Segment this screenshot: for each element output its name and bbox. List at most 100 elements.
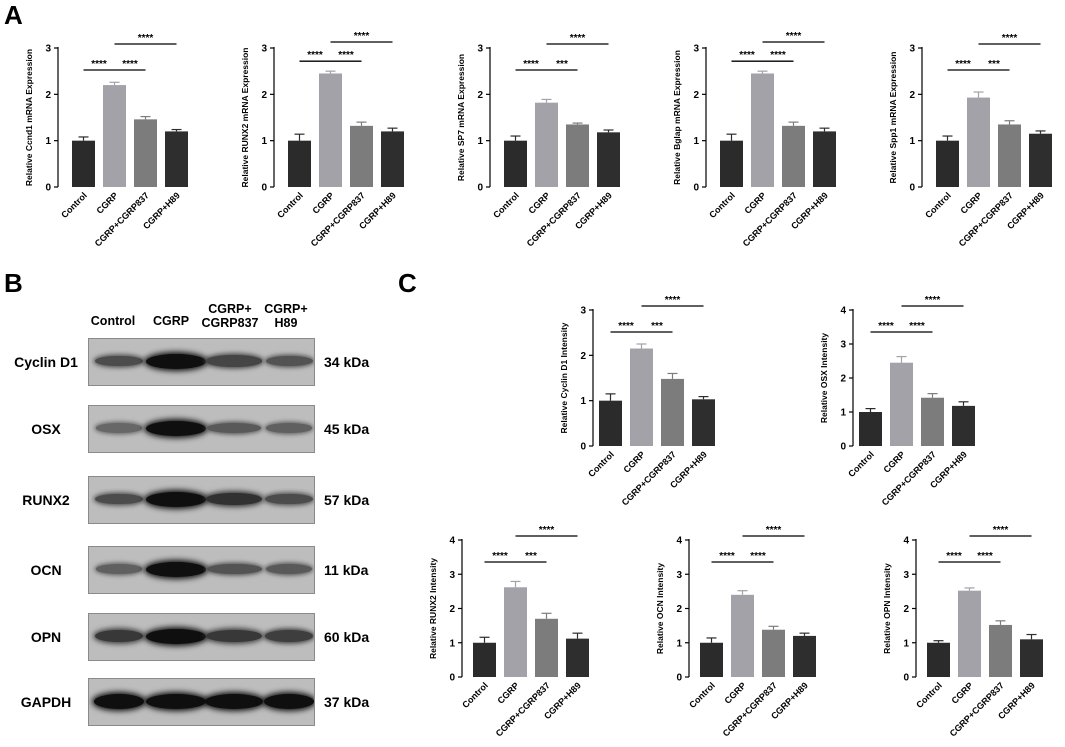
x-tick-label: CGRP+CGRP837 — [93, 190, 151, 248]
blot-band — [264, 693, 314, 709]
blot-membrane — [88, 405, 315, 453]
y-axis-label: Relative OSX Intensity — [819, 333, 829, 423]
blot-band — [146, 353, 206, 369]
y-tick-label: 0 — [477, 183, 483, 194]
significance-label: **** — [523, 59, 539, 70]
significance-label: **** — [354, 31, 370, 42]
y-tick-label: 3 — [449, 570, 455, 581]
blot-band — [146, 420, 206, 436]
blot-column-label: CGRP+ CGRP837 — [201, 302, 259, 330]
significance-label: **** — [770, 50, 786, 61]
blot-band — [265, 423, 313, 433]
bar-cgrp-cgrp837 — [998, 124, 1021, 187]
y-tick-label: 3 — [903, 570, 909, 581]
y-tick-label: 1 — [693, 136, 699, 147]
significance-label: **** — [766, 525, 782, 536]
bar-cgrp — [890, 362, 913, 446]
bar-cgrp-cgrp837 — [661, 378, 684, 446]
y-tick-label: 3 — [909, 44, 915, 55]
bar-cgrp-cgrp837 — [989, 624, 1012, 677]
x-tick-label: CGRP — [949, 680, 974, 705]
chart-runx2-intensity: Relative RUNX2 Intensity 0 1 2 3 4 Control CGRP… — [428, 525, 589, 739]
blot-band — [94, 693, 144, 709]
x-tick-label: CGRP — [722, 680, 747, 705]
x-tick-label: CGRP+CGRP837 — [957, 190, 1015, 248]
bar-control — [700, 642, 723, 677]
y-tick-label: 1 — [580, 396, 586, 407]
x-tick-label: CGRP+CGRP837 — [309, 190, 367, 248]
y-tick-label: 1 — [477, 136, 483, 147]
bar-cgrp — [967, 97, 990, 187]
x-tick-label: CGRP — [94, 190, 119, 215]
bar-control — [473, 642, 496, 677]
bar-cgrp — [103, 85, 126, 187]
y-tick-label: 2 — [693, 90, 699, 101]
bar-control — [720, 140, 743, 187]
significance-label: **** — [91, 59, 107, 70]
bar-cgrp-cgrp837 — [921, 397, 944, 446]
panel-letter-b: B — [4, 268, 23, 298]
significance-label: **** — [925, 295, 941, 306]
y-tick-label: 3 — [261, 44, 267, 55]
bar-cgrp-h89 — [952, 405, 975, 446]
blot-column-label: Control — [90, 314, 136, 328]
bar-cgrp — [751, 73, 774, 187]
x-tick-label: CGRP+CGRP837 — [721, 680, 779, 738]
blot-kda-label: 11 kDa — [324, 562, 369, 578]
y-tick-label: 4 — [449, 536, 455, 547]
blot-band — [95, 564, 143, 574]
blot-row: OCN 11 kDa — [0, 546, 420, 596]
y-tick-label: 3 — [693, 44, 699, 55]
chart-opn-intensity: Relative OPN Intensity 0 1 2 3 4 Control CGRPCG… — [882, 525, 1043, 739]
y-tick-label: 4 — [676, 536, 682, 547]
blot-band — [265, 630, 313, 642]
western-blot-panel: Control CGRP CGRP+ CGRP837 CGRP+ H89 Cyc… — [0, 270, 420, 747]
blot-band — [146, 491, 206, 507]
x-tick-label: Control — [460, 680, 490, 710]
blot-kda-label: 57 kDa — [324, 492, 370, 508]
blot-protein-label: OCN — [30, 562, 62, 578]
blot-kda-label: 34 kDa — [324, 354, 370, 370]
bar-cgrp — [535, 102, 558, 187]
x-tick-label: CGRP — [958, 190, 983, 215]
chart-cyclind1-intensity: Relative Cyclin D1 Intensity 0 1 2 3 Control C… — [559, 295, 715, 508]
chart-ocn-intensity: Relative OCN Intensity 0 1 2 3 4 Control CGRPCG… — [655, 525, 816, 739]
bar-cgrp-h89 — [566, 638, 589, 677]
significance-label: **** — [122, 59, 138, 70]
x-tick-label: Control — [914, 680, 944, 710]
significance-label: *** — [525, 551, 537, 562]
bar-cgrp — [731, 594, 754, 677]
bar-cgrp-h89 — [692, 399, 715, 446]
y-tick-label: 0 — [909, 183, 915, 194]
blot-kda-label: 37 kDa — [324, 694, 370, 710]
y-axis-label: Relative Spp1 mRNA Expression — [888, 52, 898, 184]
blot-band — [94, 629, 144, 643]
panel-letter-c: C — [398, 268, 417, 298]
panel-letter-a: A — [4, 0, 23, 30]
y-tick-label: 3 — [477, 44, 483, 55]
blot-row: GAPDH 37 kDa — [0, 678, 420, 728]
y-tick-label: 1 — [676, 638, 682, 649]
x-tick-label: Control — [707, 190, 737, 220]
significance-label: **** — [955, 59, 971, 70]
significance-label: **** — [492, 551, 508, 562]
bar-cgrp-h89 — [1029, 133, 1052, 187]
x-tick-label: Control — [491, 190, 521, 220]
blot-band — [205, 492, 263, 506]
blot-band — [205, 629, 263, 643]
significance-label: **** — [138, 33, 154, 44]
bar-control — [859, 412, 882, 446]
x-tick-label: CGRP — [621, 449, 646, 474]
bar-cgrp-cgrp837 — [566, 124, 589, 187]
blot-row: OSX 45 kDa — [0, 405, 420, 455]
blot-protein-label: RUNX2 — [22, 492, 70, 508]
blot-band — [95, 355, 143, 367]
blot-kda-label: 60 kDa — [324, 629, 370, 645]
y-tick-label: 2 — [261, 90, 267, 101]
blot-band — [206, 422, 262, 434]
blot-band — [265, 563, 313, 575]
y-axis-label: Relative Cyclin D1 Intensity — [559, 322, 569, 433]
blot-band — [146, 561, 206, 577]
x-tick-label: Control — [59, 190, 89, 220]
blot-band — [146, 693, 206, 709]
